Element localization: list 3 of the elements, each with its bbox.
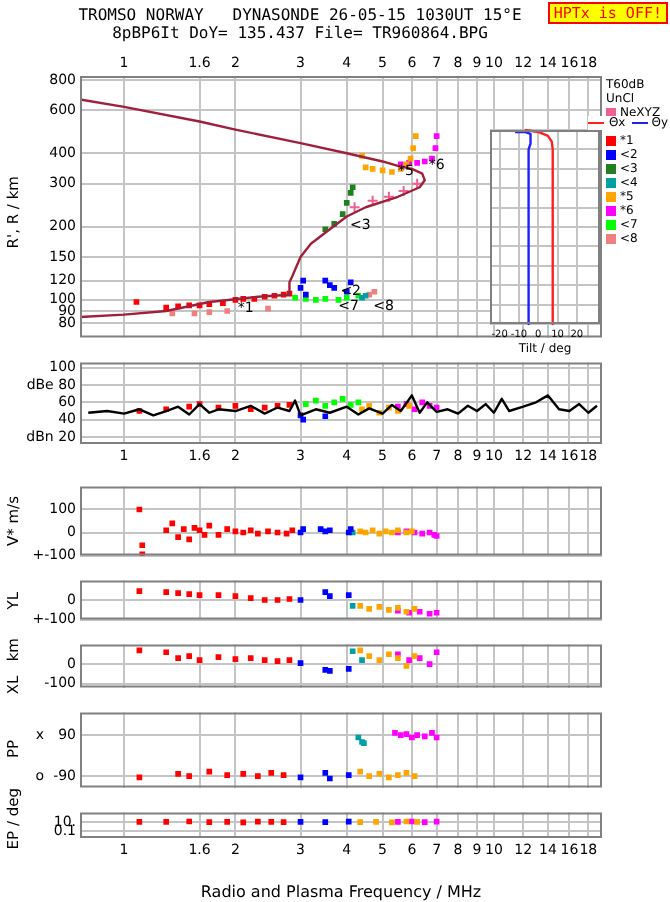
chart-subtitle: 8pBP6It DoY= 135.437 File= TR960864.BPG — [110, 24, 490, 42]
chart-title: TROMSO NORWAY DYNASONDE 26-05-15 1030UT 15°E — [78, 6, 522, 24]
x-axis-title: Radio and Plasma Frequency / MHz — [200, 882, 482, 901]
